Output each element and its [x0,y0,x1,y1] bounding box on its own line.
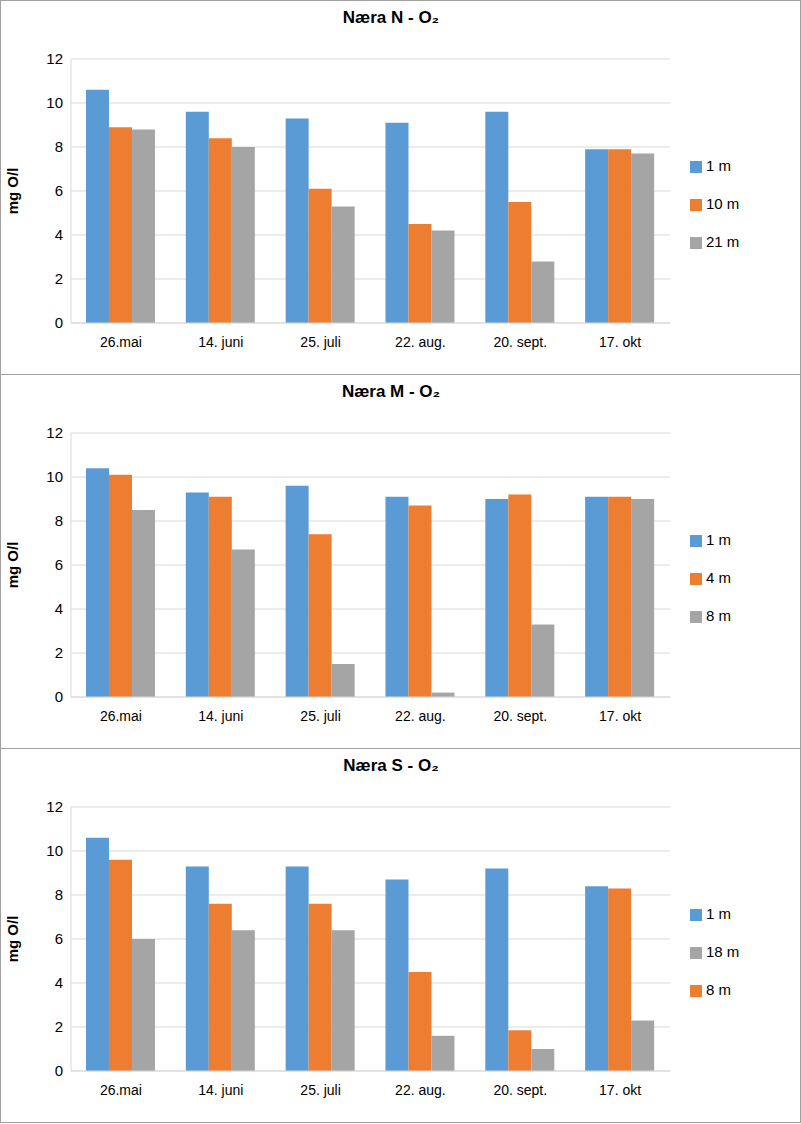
svg-text:0: 0 [55,688,63,705]
svg-text:25. juli: 25. juli [300,1082,340,1098]
svg-text:8: 8 [55,886,63,903]
svg-text:2: 2 [55,644,63,661]
html-text:Næra M - O₂: Næra M - O₂ [341,382,441,401]
svg-text:14. juni: 14. juni [198,1082,243,1098]
svg-text:17. okt: 17. okt [599,1082,641,1098]
svg-text:12: 12 [46,798,63,815]
svg-text:mg O/l: mg O/l [8,916,21,963]
svg-text:0: 0 [55,314,63,331]
svg-text:20. sept.: 20. sept. [493,708,547,724]
html-text:8 m: 8 m [706,607,731,624]
svg-text:22. aug.: 22. aug. [395,1082,446,1098]
html-text:21 m: 21 m [706,233,740,250]
svg-text:12: 12 [46,424,63,441]
svg-text:4: 4 [55,600,63,617]
svg-text:20. sept.: 20. sept. [493,1082,547,1098]
svg-text:mg O/l: mg O/l [8,542,21,589]
svg-text:22. aug.: 22. aug. [395,708,446,724]
html-text:8 m: 8 m [706,981,731,998]
svg-text:14. juni: 14. juni [198,708,243,724]
html-text:10 m: 10 m [706,195,740,212]
svg-text:4: 4 [55,974,63,991]
svg-text:26.mai: 26.mai [100,708,142,724]
svg-text:2: 2 [55,1018,63,1035]
svg-text:4: 4 [55,226,63,243]
html-text:1 m: 1 m [706,905,731,922]
html-text:1 m: 1 m [706,157,731,174]
svg-text:6: 6 [55,930,63,947]
svg-text:26.mai: 26.mai [100,334,142,350]
svg-text:6: 6 [55,556,63,573]
svg-text:26.mai: 26.mai [100,1082,142,1098]
html-text:18 m: 18 m [706,943,740,960]
svg-text:17. okt: 17. okt [599,708,641,724]
svg-text:2: 2 [55,270,63,287]
svg-text:6: 6 [55,182,63,199]
svg-text:25. juli: 25. juli [300,334,340,350]
html-text:4 m: 4 m [706,569,731,586]
svg-text:12: 12 [46,50,63,67]
svg-text:0: 0 [55,1062,63,1079]
svg-text:10: 10 [46,94,63,111]
html-text:1 m: 1 m [706,531,731,548]
svg-text:8: 8 [55,512,63,529]
svg-text:20. sept.: 20. sept. [493,334,547,350]
html-text:Næra N - O₂: Næra N - O₂ [342,8,440,27]
html-text:Næra S - O₂: Næra S - O₂ [343,756,439,775]
svg-text:8: 8 [55,138,63,155]
svg-text:mg O/l: mg O/l [8,168,21,215]
svg-text:22. aug.: 22. aug. [395,334,446,350]
svg-text:10: 10 [46,842,63,859]
svg-text:14. juni: 14. juni [198,334,243,350]
svg-text:10: 10 [46,468,63,485]
svg-text:25. juli: 25. juli [300,708,340,724]
svg-text:17. okt: 17. okt [599,334,641,350]
